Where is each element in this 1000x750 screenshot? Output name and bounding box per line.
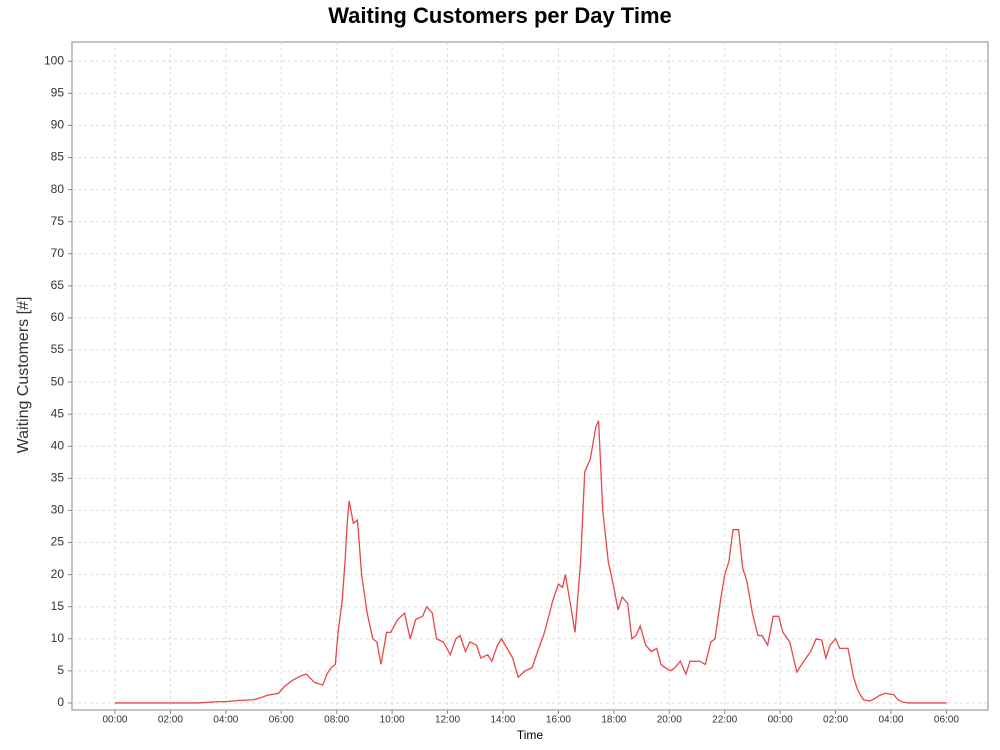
y-tick-label: 15 bbox=[51, 599, 65, 613]
x-tick-label: 14:00 bbox=[490, 715, 515, 726]
x-tick-label: 12:00 bbox=[435, 715, 460, 726]
y-tick-label: 30 bbox=[51, 503, 65, 517]
y-tick-label: 75 bbox=[51, 214, 65, 228]
y-tick-label: 65 bbox=[51, 278, 65, 292]
y-tick-label: 5 bbox=[57, 663, 64, 677]
x-tick-label: 06:00 bbox=[269, 715, 294, 726]
x-axis-label: Time bbox=[517, 728, 544, 742]
x-tick-label: 18:00 bbox=[601, 715, 626, 726]
y-tick-label: 20 bbox=[51, 567, 65, 581]
x-tick-label: 00:00 bbox=[102, 715, 127, 726]
x-tick-label: 06:00 bbox=[934, 715, 959, 726]
x-tick-label: 04:00 bbox=[878, 715, 903, 726]
y-tick-label: 25 bbox=[51, 535, 65, 549]
y-axis-label: Waiting Customers [#] bbox=[15, 297, 32, 454]
x-tick-label: 20:00 bbox=[657, 715, 682, 726]
data-line bbox=[114, 420, 947, 704]
y-tick-label: 70 bbox=[51, 246, 65, 260]
y-tick-label: 10 bbox=[51, 631, 65, 645]
plot-area bbox=[71, 41, 989, 711]
y-tick-label: 0 bbox=[57, 695, 64, 709]
x-tick-label: 08:00 bbox=[324, 715, 349, 726]
y-tick-label: 80 bbox=[51, 182, 65, 196]
y-tick-label: 100 bbox=[44, 53, 64, 67]
y-tick-label: 55 bbox=[51, 342, 65, 356]
y-tick-label: 95 bbox=[51, 86, 65, 100]
x-tick-label: 00:00 bbox=[768, 715, 793, 726]
y-tick-label: 60 bbox=[51, 310, 65, 324]
y-tick-label: 35 bbox=[51, 471, 65, 485]
x-tick-label: 04:00 bbox=[213, 715, 238, 726]
chart-title: Waiting Customers per Day Time bbox=[328, 3, 672, 28]
y-tick-label: 40 bbox=[51, 438, 65, 452]
x-tick-label: 02:00 bbox=[158, 715, 183, 726]
x-tick-label: 02:00 bbox=[823, 715, 848, 726]
x-tick-label: 22:00 bbox=[712, 715, 737, 726]
y-tick-label: 90 bbox=[51, 118, 65, 132]
y-tick-label: 50 bbox=[51, 374, 65, 388]
x-tick-label: 16:00 bbox=[546, 715, 571, 726]
y-tick-label: 45 bbox=[51, 406, 65, 420]
x-tick-label: 10:00 bbox=[380, 715, 405, 726]
y-tick-label: 85 bbox=[51, 150, 65, 164]
